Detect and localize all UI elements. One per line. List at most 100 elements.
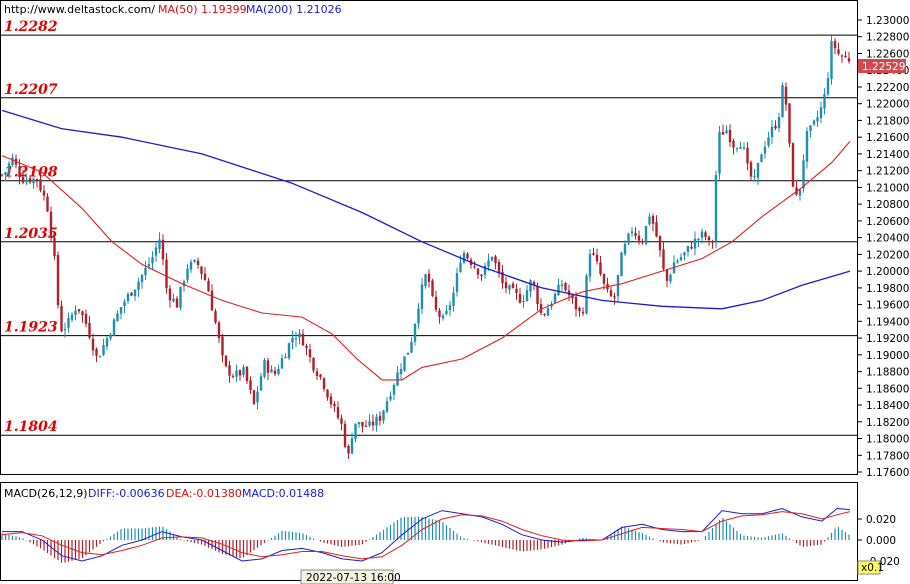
candle-body [490,256,494,261]
candle-body [168,288,172,301]
candle-body [231,376,235,378]
candle-body [602,274,606,284]
candle-body [648,216,651,225]
candle-body [413,323,417,342]
price-panel-frame [0,0,858,475]
price-tick-label: 1.21200 [866,166,909,178]
candle-body [105,338,109,347]
candle-body [497,262,501,273]
candle-body [39,179,42,191]
candle-body [480,274,483,277]
candle-body [788,103,791,144]
candle-body [42,190,46,196]
candle-body [539,304,543,313]
price-tick-label: 1.21000 [866,182,909,194]
candle-body [830,41,833,80]
candle-body [340,418,343,424]
candle-body [74,310,77,315]
price-tick-label: 1.19800 [866,283,909,295]
candle-body [32,178,35,183]
candle-body [476,268,480,275]
candle-body [98,356,102,358]
candle-body [200,266,203,274]
candle-body [63,329,67,331]
price-tick-label: 1.21800 [866,115,909,127]
candle-body [763,146,767,154]
price-tick-label: 1.22200 [866,82,909,94]
candle-body [336,407,340,418]
candle-body [553,293,557,303]
candle-body [760,154,763,163]
candle-body [819,107,823,119]
candle-body [364,425,368,427]
candle-body [49,211,53,238]
candle-body [445,310,448,314]
macd-scale-badge[interactable] [857,560,881,575]
candle-body [109,334,112,339]
price-tick-label: 1.22600 [866,49,909,61]
candle-body [378,415,382,421]
candle-body [410,341,413,353]
candle-body [802,160,805,189]
candle-body [536,285,539,304]
candle-body [672,262,676,274]
candle-body [585,275,588,314]
candle-body [266,360,270,373]
candle-body [756,163,760,178]
candle-body [823,94,826,109]
candle-body [487,260,490,267]
candle-body [354,423,357,440]
candle-body [235,370,238,377]
candle-body [494,256,497,264]
candle-body [683,252,686,256]
macd-diff-value: DIFF:-0.00636 [88,487,165,500]
candle-body [133,289,137,297]
candle-body [361,422,364,427]
candle-body [214,311,217,323]
candle-body [151,257,154,264]
level-label: 1.1804 [4,419,58,435]
candle-body [525,290,529,301]
candle-body [182,281,186,287]
price-tick-label: 1.20200 [866,249,909,261]
cursor-time-label: 2022-07-13 16:00 [306,572,401,584]
candle-body [655,222,658,237]
price-tick-label: 1.18000 [866,434,909,446]
macd-axis-ticks: 0.0200.000-0.020 [857,514,900,568]
candle-body [578,307,581,312]
candle-body [588,253,592,277]
candle-body [25,179,28,183]
candle-body [375,416,378,426]
price-tick-label: 1.22800 [866,32,909,44]
candle-body [816,117,819,122]
candle-body [704,232,707,237]
candle-body [455,273,459,293]
candle-body [613,296,616,298]
candle-body [144,267,147,275]
candle-body [774,125,777,129]
candle-body [735,148,739,150]
candle-body [277,368,280,374]
candle-body [721,132,725,135]
candle-body [651,215,655,224]
candle-body [809,125,812,132]
candle-body [203,273,207,280]
candle-body [438,310,441,317]
candle-body [690,246,693,249]
candle-body [627,233,630,243]
candle-body [511,283,515,289]
candle-body [84,314,88,324]
candle-body [389,396,392,400]
candle-body [270,369,273,373]
candle-body [431,280,434,296]
candle-body [326,389,329,398]
candle-body [714,175,718,242]
candle-body [546,308,550,316]
candle-body [609,290,613,297]
candle-body [616,275,620,297]
candle-body [126,294,130,302]
candle-body [840,55,844,57]
candle-body [686,246,690,252]
candle-body [448,305,452,310]
candle-body [826,78,830,95]
